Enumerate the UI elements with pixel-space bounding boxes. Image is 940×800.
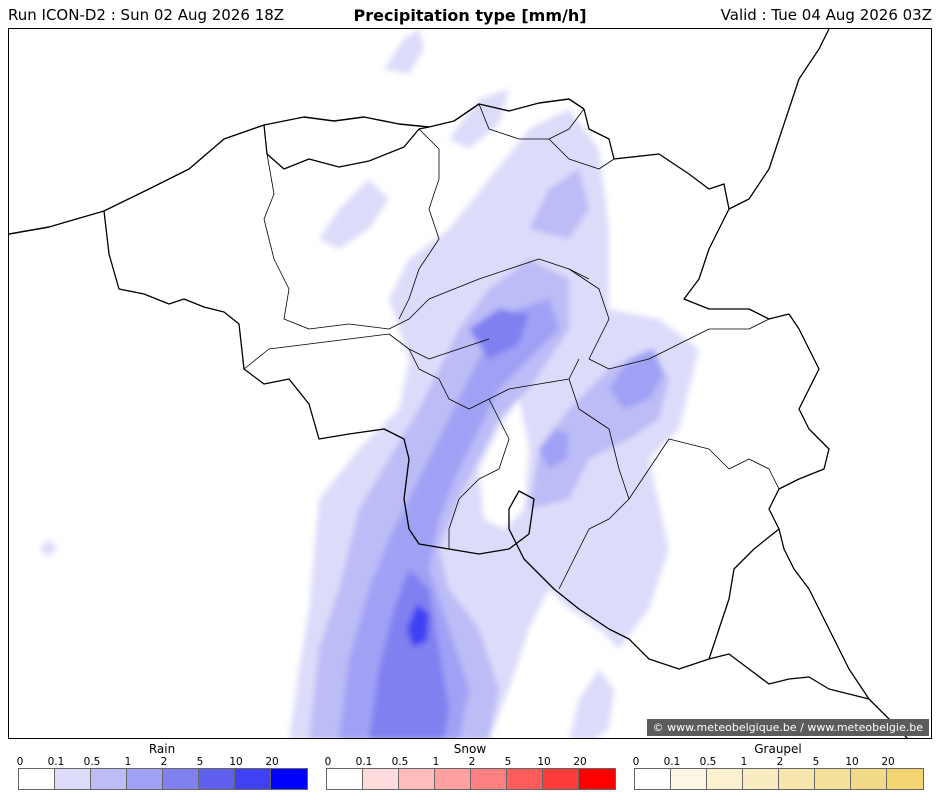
border-lines [9,29,908,738]
rain-area-light [449,89,509,149]
legend-tick-label: 2 [160,756,168,768]
legend-swatches [326,768,616,790]
legend-tick-label: 0.1 [663,756,681,768]
legend-tick-label: 0.5 [83,756,101,768]
legend-tick-label: 20 [265,756,279,768]
legend-swatch [235,769,271,789]
legend-swatch [163,769,199,789]
legend-tick-label: 2 [468,756,476,768]
legend-title: Graupel [754,742,802,756]
legend-swatch [543,769,579,789]
legend-swatch [887,769,923,789]
rain-area-light [39,539,57,557]
rain-area-peak [407,604,429,647]
rain-area-light [569,669,614,738]
legend-ticks: 0 0.1 0.5 1 2 5 10 20 [324,756,614,770]
legend-swatch [271,769,307,789]
legend-tick-label: 10 [537,756,551,768]
legend-swatch [671,769,707,789]
legend-swatches [18,768,308,790]
legend-tick-label: 1 [432,756,440,768]
legend-tick-label: 1 [124,756,132,768]
rain-area-core [369,569,449,738]
legend-tick-label: 2 [776,756,784,768]
legend-swatch [435,769,471,789]
national-border-north [263,124,430,170]
legend-swatch [471,769,507,789]
legend-swatch [779,769,815,789]
legend-swatch [399,769,435,789]
national-border-lux [708,528,780,660]
legend-title: Rain [148,742,176,756]
legend-swatch [851,769,887,789]
legend-tick-label: 20 [881,756,895,768]
rain-area-light [319,179,389,249]
rain-area-medium [529,169,589,239]
legend-tick-label: 0.5 [699,756,717,768]
copyright-credit: © www.meteobelgique.be / www.meteobelgie… [646,719,929,736]
legend-swatch [19,769,55,789]
legend-swatch [743,769,779,789]
rain-area-core [469,309,529,359]
national-border-east [728,29,830,210]
legend-tick-label: 5 [812,756,820,768]
legend-tick-label: 0.1 [355,756,373,768]
legend-swatch [327,769,363,789]
legend-swatch [635,769,671,789]
valid-time-label: Valid : Tue 04 Aug 2026 03Z [720,6,932,24]
legend-swatch [199,769,235,789]
rain-area-strong [539,429,569,469]
legend-swatch [507,769,543,789]
legend-tick-label: 0 [632,756,640,768]
legend-swatch [707,769,743,789]
run-label: Run ICON-D2 : Sun 02 Aug 2026 18Z [8,6,285,24]
legend-ticks: 0 0.1 0.5 1 2 5 10 20 [632,756,922,770]
legend-swatch [127,769,163,789]
legend-ticks: 0 0.1 0.5 1 2 5 10 20 [16,756,306,770]
legend-tick-label: 0 [16,756,24,768]
map-title: Precipitation type [mm/h] [353,6,587,25]
legend-tick-label: 5 [196,756,204,768]
legend-tick-label: 0.5 [391,756,409,768]
national-border-west [103,210,530,555]
legend-swatch [579,769,615,789]
legend-tick-label: 0.1 [47,756,65,768]
legend-tick-label: 1 [740,756,748,768]
province-borders [243,103,780,590]
legend-swatches [634,768,924,790]
legend-swatch [91,769,127,789]
precipitation-map[interactable]: © www.meteobelgique.be / www.meteobelgie… [8,28,932,739]
legend-tick-label: 5 [504,756,512,768]
legend-tick-label: 10 [229,756,243,768]
coastline [9,98,585,235]
legend-tick-label: 0 [324,756,332,768]
legend-title: Snow [453,742,487,756]
legend-swatch [363,769,399,789]
rain-area-strong [609,349,664,409]
rain-area-light [384,29,424,74]
legend-tick-label: 20 [573,756,587,768]
legend-swatch [815,769,851,789]
national-border-south [508,490,908,738]
national-border-north [583,108,790,320]
legend-swatch [55,769,91,789]
legend-tick-label: 10 [845,756,859,768]
national-border-east [768,313,870,700]
map-canvas [9,29,908,738]
rain-field [39,29,699,738]
